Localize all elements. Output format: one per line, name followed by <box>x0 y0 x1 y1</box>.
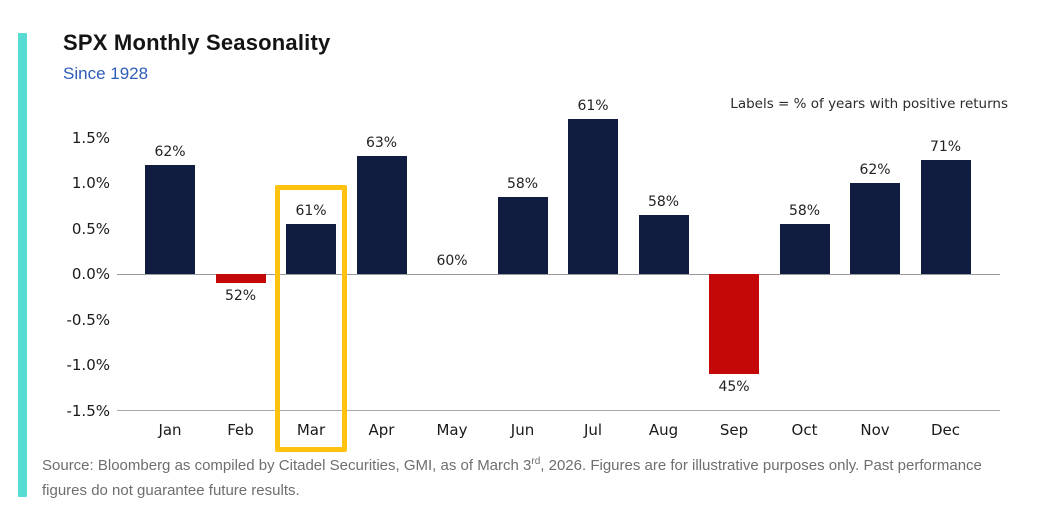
month-label-jan: Jan <box>158 421 182 439</box>
zero-line <box>117 274 1000 275</box>
bar-nov <box>850 183 900 274</box>
bar-label-aug: 58% <box>647 193 680 210</box>
bar-label-dec: 71% <box>929 139 962 156</box>
bar-label-oct: 58% <box>788 202 821 219</box>
bar-jan <box>145 164 195 274</box>
y-axis-tick-label: 1.5% <box>71 128 110 147</box>
chart-title: SPX Monthly Seasonality <box>63 30 331 55</box>
bar-label-feb: 52% <box>224 288 257 305</box>
source-note: Source: Bloomberg as compiled by Citadel… <box>42 453 1020 503</box>
month-label-apr: Apr <box>368 421 395 439</box>
teal-accent-bar <box>18 33 27 497</box>
source-text-continued: , 2026. Figures are for illustrative pur… <box>42 457 982 499</box>
y-axis-tick-label: -0.5% <box>66 310 110 329</box>
month-label-nov: Nov <box>860 421 890 439</box>
bar-aug <box>638 214 689 274</box>
month-label-may: May <box>436 421 468 439</box>
bar-label-jul: 61% <box>577 98 609 115</box>
y-axis-tick-label: 1.0% <box>71 174 110 192</box>
month-label-dec: Dec <box>930 421 961 439</box>
month-label-jul: Jul <box>583 421 603 439</box>
chart-subtitle: Since 1928 <box>63 64 149 83</box>
month-label-sep: Sep <box>719 421 749 439</box>
source-superscript: rd <box>531 456 541 467</box>
bar-label-mar: 61% <box>295 202 327 219</box>
month-label-mar: Mar <box>296 421 326 439</box>
bar-oct <box>779 223 830 274</box>
mar-highlight-box <box>275 185 347 452</box>
bar-apr <box>356 155 407 274</box>
y-axis-tick-label: -1.0% <box>66 356 110 374</box>
bar-label-sep: 45% <box>718 379 750 396</box>
bar-feb <box>215 274 266 284</box>
month-label-oct: Oct <box>791 421 818 439</box>
bar-label-jun: 58% <box>506 175 539 192</box>
bar-mar <box>286 223 336 274</box>
labels-legend-note: Labels = % of years with positive return… <box>730 96 1008 112</box>
month-label-jun: Jun <box>510 421 535 439</box>
bar-label-nov: 62% <box>859 162 891 178</box>
bar-dec <box>920 160 971 274</box>
month-label-aug: Aug <box>648 421 679 439</box>
bar-jun <box>497 196 548 274</box>
x-axis-line <box>117 410 1000 411</box>
month-label-feb: Feb <box>227 421 254 439</box>
bar-sep <box>709 274 759 375</box>
y-axis-tick-label: 0.5% <box>71 219 110 238</box>
bar-label-apr: 63% <box>365 134 398 151</box>
source-text: Source: Bloomberg as compiled by Citadel… <box>42 457 532 474</box>
y-axis-tick-label: 0.0% <box>71 265 110 283</box>
bar-jul <box>568 119 618 274</box>
bar-label-jan: 62% <box>154 143 186 160</box>
bar-label-may: 60% <box>436 253 468 269</box>
y-axis-tick-label: -1.5% <box>66 401 110 420</box>
